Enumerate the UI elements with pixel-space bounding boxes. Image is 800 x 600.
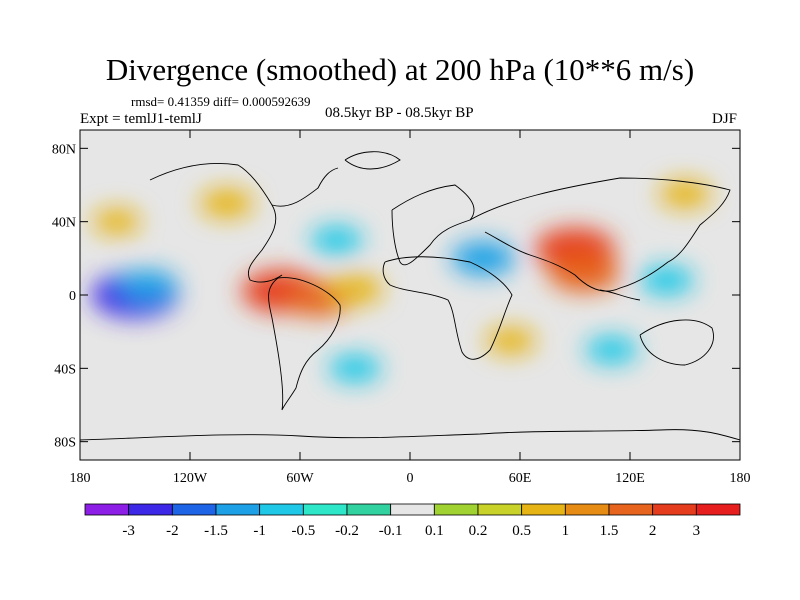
colorbar-swatch xyxy=(302,503,348,516)
field-feature-8 xyxy=(659,180,711,209)
colorbar-swatch xyxy=(215,503,261,516)
colorbar-swatch xyxy=(564,503,610,516)
colorbar xyxy=(84,503,741,516)
x-tick-label: 60E xyxy=(509,471,532,486)
colorbar-labels: -3 -2 -1.5 -1 -0.5 -0.2 -0.1 0.1 0.2 0.5 1 1.5 2 3 xyxy=(122,523,700,539)
x-tick-label: 120E xyxy=(615,471,645,486)
colorbar-label: 2 xyxy=(649,523,657,539)
colorbar-swatch xyxy=(652,503,697,516)
y-tick-label: 40S xyxy=(54,362,76,377)
colorbar-label: 1.5 xyxy=(600,523,619,539)
colorbar-swatch xyxy=(433,503,479,516)
colorbar-label: -0.1 xyxy=(379,523,403,539)
field-feature-1 xyxy=(117,269,178,302)
x-tick-label: 180 xyxy=(730,471,751,486)
colorbar-label: -2 xyxy=(166,523,179,539)
season-label: DJF xyxy=(712,111,738,127)
coast-greenland xyxy=(344,151,401,170)
coast-maritime-continent xyxy=(599,289,641,301)
colorbar-swatch xyxy=(695,503,741,516)
axis-ticks xyxy=(79,130,741,460)
field-feature-15 xyxy=(92,208,141,235)
colorbar-label: 0.5 xyxy=(512,523,531,539)
plot-background xyxy=(80,130,740,460)
rmsd-diff-label: rmsd= 0.41359 diff= 0.000592639 xyxy=(131,94,311,109)
colorbar-swatch xyxy=(84,503,130,516)
field-feature-4 xyxy=(327,274,383,305)
x-tick-label: 120W xyxy=(173,471,208,486)
colorbar-label: 1 xyxy=(562,523,570,539)
chart-title: Divergence (smoothed) at 200 hPa (10**6 … xyxy=(105,52,695,87)
coast-north-america xyxy=(149,163,283,283)
colorbar-label: 0.2 xyxy=(469,523,488,539)
colorbar-swatch xyxy=(128,503,173,516)
coast-australia xyxy=(639,319,714,366)
field-feature-6 xyxy=(548,254,621,292)
y-tick-label: 40N xyxy=(52,216,76,231)
colorbar-swatch xyxy=(390,503,435,516)
coast-south-america xyxy=(268,277,341,411)
coastlines xyxy=(80,151,740,441)
colorbar-swatch xyxy=(346,503,392,516)
field-feature-10 xyxy=(485,327,536,355)
field-feature-11 xyxy=(310,226,363,254)
colorbar-swatch xyxy=(171,503,217,516)
colorbar-label: -1 xyxy=(253,523,266,539)
colorbar-label: -0.2 xyxy=(335,523,359,539)
experiment-label: Expt = temlJ1-temlJ xyxy=(80,111,202,127)
coast-africa xyxy=(382,256,513,360)
x-tick-label: 0 xyxy=(407,471,414,486)
field-feature-9 xyxy=(451,241,516,276)
coast-antarctica xyxy=(80,429,740,441)
coast-asia xyxy=(469,177,731,292)
colorbar-label: 0.1 xyxy=(425,523,444,539)
y-tick-label: 80N xyxy=(52,142,76,157)
coast-europe xyxy=(391,184,475,266)
y-tick-label: 0 xyxy=(69,289,76,304)
colorbar-label: 3 xyxy=(693,523,701,539)
colorbar-swatch xyxy=(521,503,566,516)
colorbar-label: -0.5 xyxy=(291,523,315,539)
y-tick-label: 80S xyxy=(54,436,76,451)
field-feature-12 xyxy=(199,188,254,218)
divergence-field xyxy=(92,180,711,383)
field-feature-13 xyxy=(329,354,381,383)
colorbar-swatch xyxy=(477,503,523,516)
colorbar-swatch xyxy=(259,503,304,516)
colorbar-swatch xyxy=(608,503,654,516)
x-tick-label: 180 xyxy=(70,471,91,486)
colorbar-label: -3 xyxy=(122,523,135,539)
field-feature-14 xyxy=(585,336,638,364)
axis-tick-labels: 180 120W 60W 0 60E 120E 180 80N 40N 0 40S 80S xyxy=(52,142,751,486)
period-label: 08.5kyr BP - 08.5kyr BP xyxy=(325,105,474,121)
colorbar-label: -1.5 xyxy=(204,523,228,539)
coast-canada-east xyxy=(271,167,339,207)
plot-area xyxy=(80,130,740,460)
x-tick-label: 60W xyxy=(286,471,314,486)
field-feature-7 xyxy=(639,265,694,295)
